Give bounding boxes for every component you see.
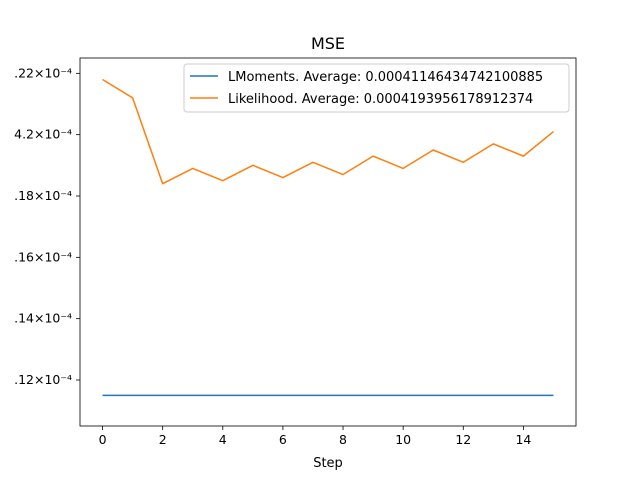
plot-background [80,58,576,426]
x-tick-label: 6 [279,432,287,447]
y-tick-label: 4.2×10⁻⁴ [14,127,72,142]
x-tick-label: 4 [219,432,227,447]
x-tick-label: 0 [99,432,107,447]
y-tick-label: .16×10⁻⁴ [14,249,72,264]
axes-group: 0 2 4 6 8 10 12 14 .12×10⁻⁴ .14×10⁻⁴ .16×10⁻⁴ .18×1… [14,57,577,447]
x-tick-label: 14 [515,432,531,447]
x-tick-label: 2 [159,432,167,447]
x-axis-label: Step [313,456,343,471]
x-tick-label: 10 [395,432,411,447]
legend: LMoments. Average: 0.0004114643474210088… [183,63,570,113]
legend-box [183,63,570,113]
x-tick-label: 12 [455,432,471,447]
y-tick-label: .12×10⁻⁴ [14,372,72,387]
axes-frame [79,57,577,427]
y-tick-label: .18×10⁻⁴ [14,188,72,203]
y-tick-label: .14×10⁻⁴ [14,311,72,326]
chart-title: MSE [311,34,345,53]
legend-label-2: Likelihood. Average: 0.00041939561789123… [228,92,533,107]
series-group [102,78,554,397]
y-tick-label: .22×10⁻⁴ [14,65,72,80]
plot-area [80,58,576,426]
legend-label-1: LMoments. Average: 0.0004114643474210088… [228,70,543,85]
series-line-2 [102,78,554,185]
x-tick-label: 8 [339,432,347,447]
